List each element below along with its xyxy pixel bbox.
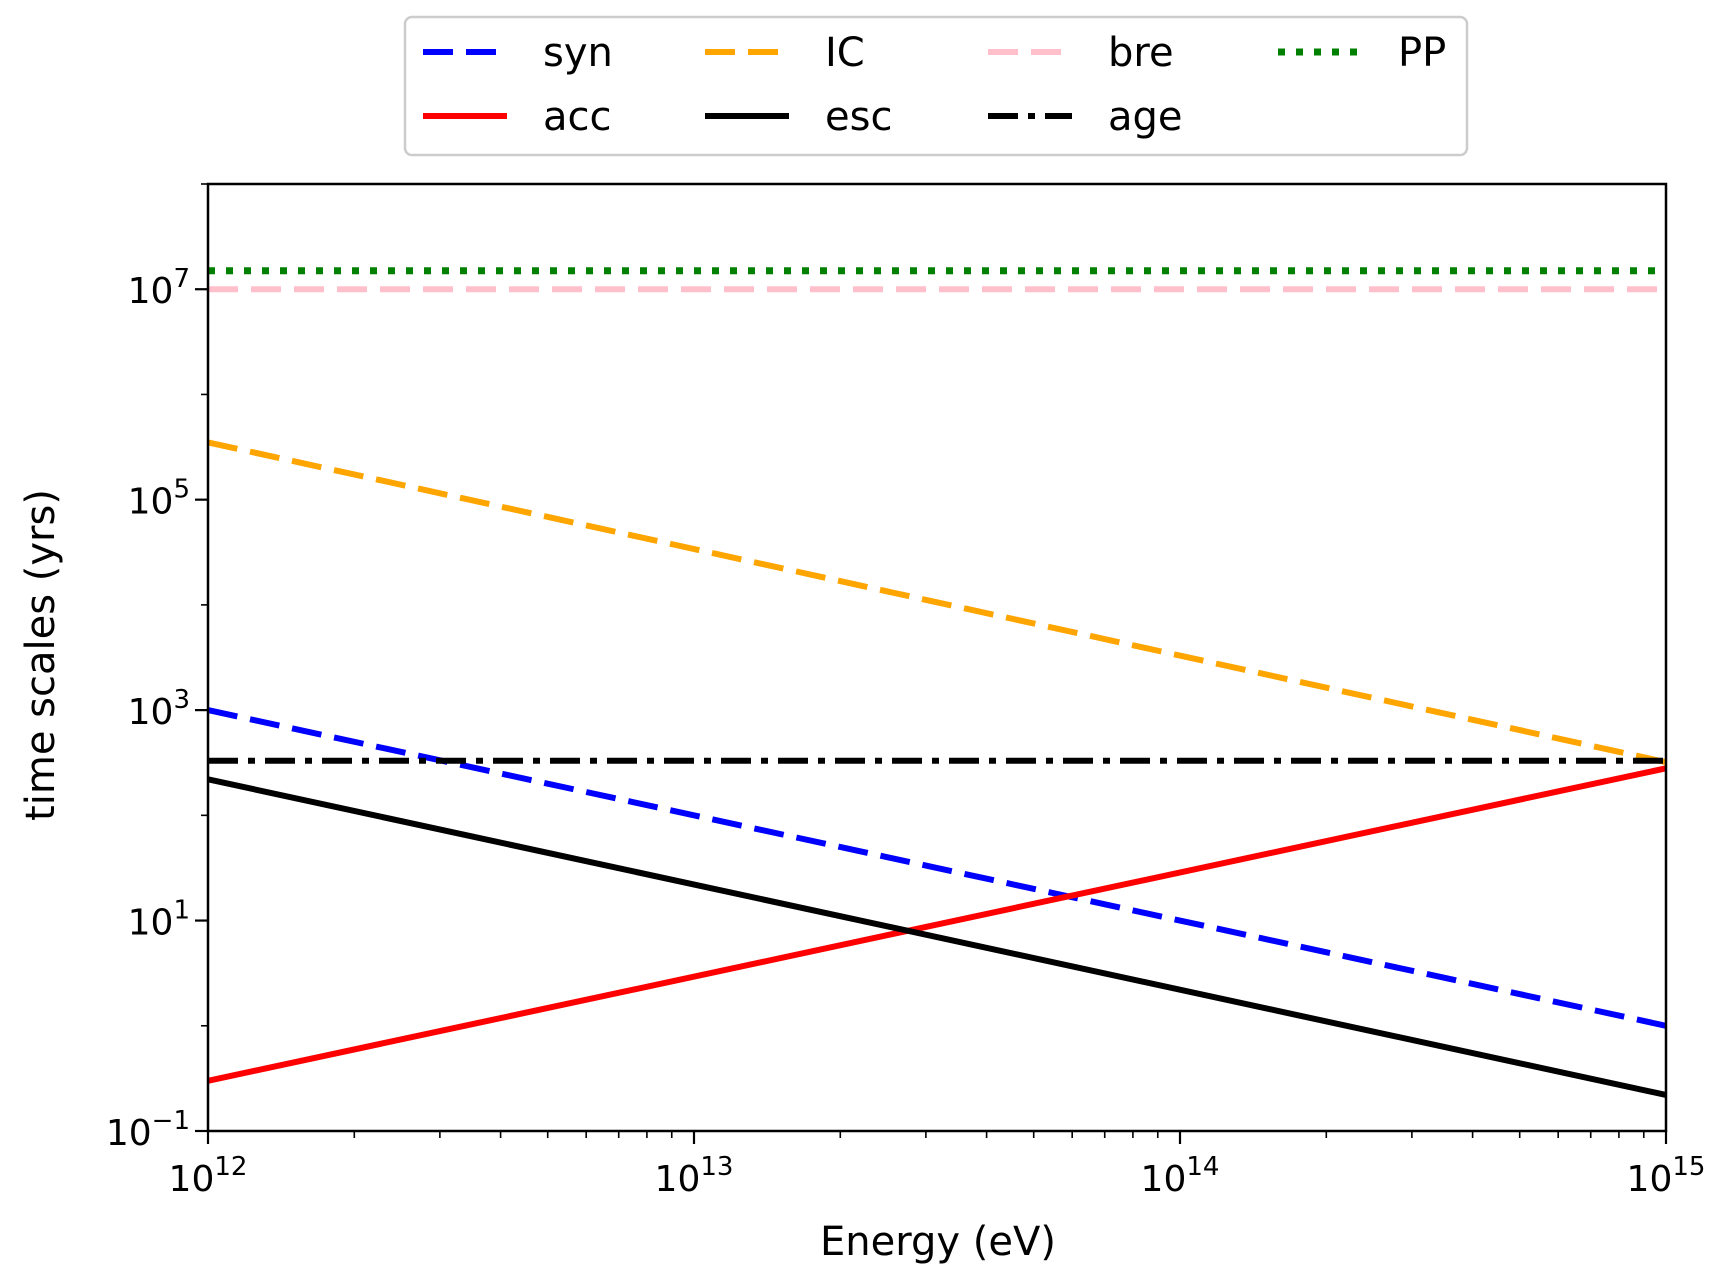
legend-label-bre: bre xyxy=(1108,30,1174,76)
plot-frame xyxy=(206,182,1668,1133)
axes: 1012 1013 1014 1015 10−1 101 103 105 107 xyxy=(106,182,1706,1200)
x-tick-label: 1013 xyxy=(655,1152,734,1200)
x-axis-label: Energy (eV) xyxy=(820,1219,1056,1265)
y-tick-label: 105 xyxy=(128,475,190,523)
series-line-esc xyxy=(208,776,1666,1098)
plot-area xyxy=(208,267,1666,1098)
legend-label-esc: esc xyxy=(825,94,892,140)
x-tick-label: 1015 xyxy=(1627,1152,1706,1200)
legend-label-age: age xyxy=(1108,94,1183,140)
y-axis-label: time scales (yrs) xyxy=(18,489,64,821)
y-tick-label: 101 xyxy=(128,896,190,944)
legend-label-PP: PP xyxy=(1398,30,1446,76)
legend-box xyxy=(403,15,1469,157)
x-tick-label: 1012 xyxy=(169,1152,248,1200)
series-line-IC xyxy=(208,439,1666,766)
legend-label-syn: syn xyxy=(543,30,613,76)
y-tick-label: 103 xyxy=(128,685,190,733)
legend: syn IC bre PP acc esc age xyxy=(403,15,1469,157)
y-tick-label: 10−1 xyxy=(106,1106,190,1154)
y-tick-label: 107 xyxy=(128,264,190,312)
series-line-syn xyxy=(208,707,1666,1029)
legend-label-acc: acc xyxy=(543,94,612,140)
series-line-acc xyxy=(208,765,1666,1084)
legend-label-IC: IC xyxy=(825,30,865,76)
x-tick-label: 1014 xyxy=(1141,1152,1220,1200)
